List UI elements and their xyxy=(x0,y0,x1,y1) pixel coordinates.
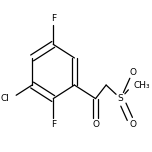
Text: Cl: Cl xyxy=(1,94,10,103)
Text: O: O xyxy=(129,120,136,130)
Text: O: O xyxy=(129,68,136,77)
Text: F: F xyxy=(51,14,56,22)
Text: CH₃: CH₃ xyxy=(134,81,150,90)
Text: F: F xyxy=(51,120,56,130)
Text: S: S xyxy=(118,94,124,103)
Text: O: O xyxy=(92,120,99,130)
